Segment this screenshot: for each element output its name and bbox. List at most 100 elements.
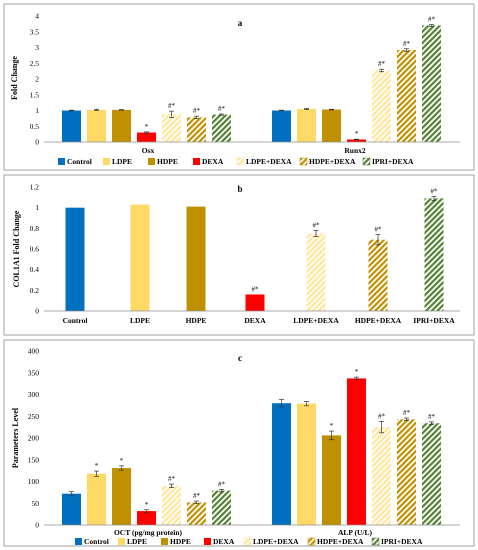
legend-swatch (204, 538, 211, 545)
legend-label: LDPE+DEXA (253, 537, 299, 546)
panel-c: c Parameters Level 0 50 100 150 200 250 300 350… (3, 339, 475, 547)
panel-b-category-label: LDPE (130, 316, 150, 325)
bar-hdpe-1 (322, 109, 341, 142)
significance-marker: * (355, 368, 359, 376)
panel-c-ytick-label: 250 (28, 412, 40, 421)
legend-swatch (371, 537, 380, 546)
panel-a-ytick-label: 3 (35, 43, 39, 52)
bar-hdpe-dexa-0 (187, 117, 206, 142)
bar-control-1 (272, 403, 291, 525)
significance-marker: * (145, 123, 149, 131)
panel-c-ytick-label: 150 (28, 455, 40, 464)
panel-b-ytick-label: 0.8 (30, 224, 40, 233)
legend-label: Control (67, 157, 92, 166)
bar-ldpe-1 (297, 403, 316, 525)
legend-swatch (148, 158, 155, 165)
panel-b: b COL1A1 Fold Change 0 0.2 0.4 0.6 0.8 1 1.2 #… (3, 174, 475, 336)
panel-c-legend: Control LDPE HDPE DEXA LDPE+DEXA HDPE+DEXA IPR… (75, 537, 423, 546)
bar-dexa-0 (137, 511, 156, 525)
legend-swatch (193, 158, 200, 165)
significance-marker: #* (431, 187, 439, 195)
significance-marker: #* (168, 475, 176, 483)
legend-label: IPRI+DEXA (381, 537, 423, 546)
significance-marker: #* (313, 221, 321, 229)
panel-c-ytick-label: 200 (28, 434, 40, 443)
panel-b-categories: Control LDPE HDPE DEXA LDPE+DEXA HDPE+DEXA IPR… (63, 316, 456, 325)
panel-b-bars: #* #* #* #* (65, 187, 444, 311)
bar-ldpe-dexa-0 (162, 485, 181, 525)
significance-marker: #* (218, 480, 226, 488)
significance-marker: #* (375, 226, 383, 234)
significance-marker: #* (193, 107, 201, 115)
bar-ipri-dexa-0 (212, 490, 231, 525)
panel-c-category-alp: ALP (U/L) (338, 528, 372, 537)
significance-marker: #* (168, 102, 176, 110)
legend-label: LDPE (127, 537, 147, 546)
panel-c-ytick-label: 300 (28, 390, 40, 399)
panel-a-ytick-label: 0 (35, 138, 39, 147)
legend-swatch (103, 158, 110, 165)
legend-swatch (243, 537, 252, 546)
panel-b-category-label: DEXA (244, 316, 266, 325)
panel-b-category-label: Control (63, 316, 88, 325)
significance-marker: #* (428, 16, 436, 24)
legend-label: HDPE+DEXA (317, 537, 364, 546)
bar-control (65, 207, 85, 311)
bar-hdpe-0 (112, 468, 131, 525)
legend-swatch (307, 537, 316, 546)
legend-label: IPRI+DEXA (372, 157, 414, 166)
panel-b-ytick-label: 0.4 (30, 265, 40, 274)
significance-marker: #* (428, 413, 436, 421)
legend-swatch (75, 538, 82, 545)
panel-c-frame (3, 339, 475, 547)
bar-dexa (245, 294, 265, 311)
panel-b-ytick-label: 0.2 (30, 286, 40, 295)
bar-ipri-dexa-0 (212, 114, 231, 142)
bar-control-1 (272, 110, 291, 142)
panel-a-ytick-label: 1.5 (30, 90, 40, 99)
panel-b-category-label: LDPE+DEXA (293, 316, 339, 325)
legend-swatch (118, 538, 125, 545)
bar-ldpe-dexa-1 (372, 70, 391, 142)
bar-dexa-1 (347, 378, 366, 525)
bar-dexa-1 (347, 139, 366, 142)
significance-marker: #* (193, 492, 201, 500)
legend-label: DEXA (213, 537, 235, 546)
significance-marker: * (145, 501, 149, 509)
bar-hdpe-dexa (368, 239, 388, 311)
bar-control-0 (62, 493, 81, 525)
panel-b-category-label: HDPE (186, 316, 207, 325)
panel-a-ytick-label: 2.5 (30, 59, 40, 68)
panel-c-category-oct: OCT (pg/mg protein) (114, 528, 183, 537)
panel-a-ytick-label: 3.5 (30, 27, 40, 36)
panel-a-letter: a (238, 18, 243, 28)
panel-b-ytick-label: 1.2 (30, 183, 40, 192)
panel-a-ytick-label: 0.5 (30, 122, 40, 131)
panel-c-ylabel: Parameters Level (11, 407, 20, 468)
panel-b-letter: b (237, 184, 242, 194)
bar-ldpe-dexa-0 (162, 114, 181, 142)
bar-ldpe-dexa-1 (372, 427, 391, 525)
bar-ldpe-dexa (306, 233, 326, 311)
legend-swatch (299, 157, 308, 166)
panel-c-ytick-label: 100 (28, 477, 40, 486)
panel-c-bars: * * * * * #* #* #* #* #* #* (62, 368, 441, 525)
legend-label: LDPE (112, 157, 132, 166)
panel-c-ytick-label: 50 (32, 499, 40, 508)
bar-ldpe-0 (87, 109, 106, 142)
legend-label: HDPE (157, 157, 178, 166)
significance-marker: * (95, 462, 99, 470)
bar-ipri-dexa-1 (422, 25, 441, 143)
legend-label: Control (84, 537, 109, 546)
legend-label: HDPE+DEXA (309, 157, 356, 166)
significance-marker: #* (378, 60, 386, 68)
bar-hdpe-dexa-0 (187, 502, 206, 525)
panel-a: a Fold Change 0 0.5 1 1.5 2 2.5 3 3.5 4 * * #* #* #*… (3, 3, 475, 171)
panel-a-ytick-label: 2 (35, 75, 39, 84)
bar-hdpe-1 (322, 435, 341, 525)
panel-c-ytick-label: 0 (35, 521, 39, 530)
legend-swatch (58, 158, 65, 165)
panel-c-yticks: 0 50 100 150 200 250 300 350 400 (28, 347, 40, 530)
panel-b-ytick-label: 0 (35, 307, 39, 316)
panel-b-ylabel: COL1A1 Fold Change (12, 210, 21, 287)
